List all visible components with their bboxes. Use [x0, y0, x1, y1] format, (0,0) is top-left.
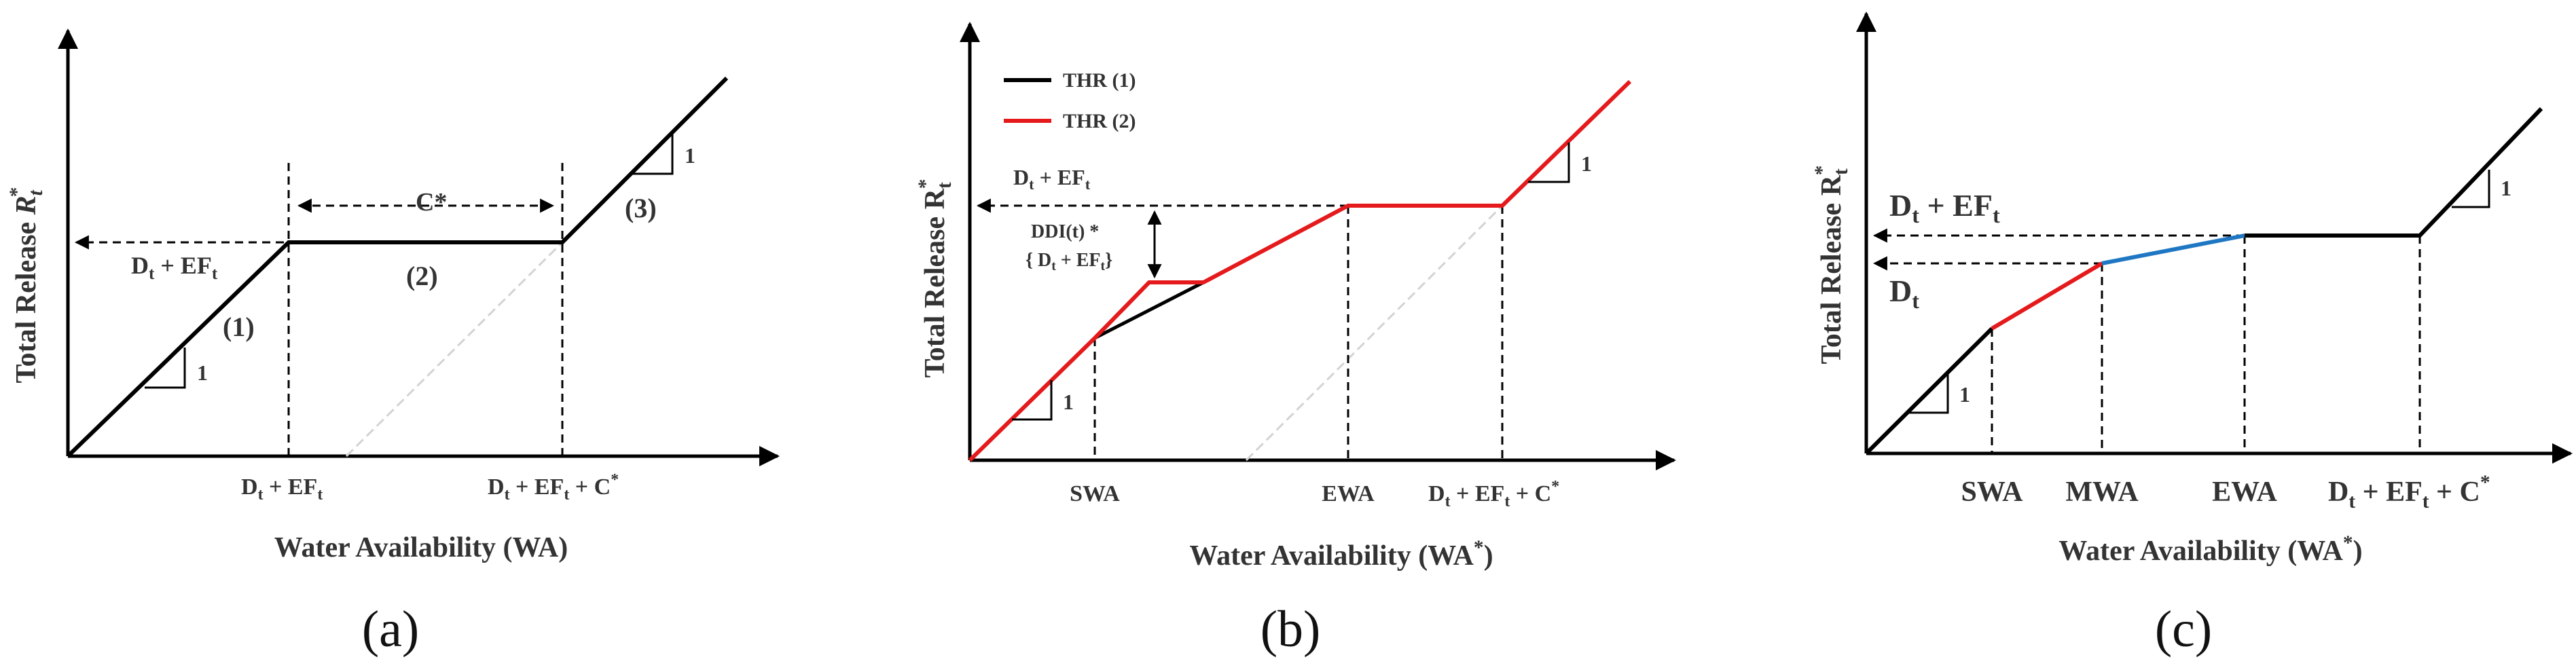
panel-b-thr2-curve [968, 79, 1632, 462]
panel-a-tick-1: Dt + EFt [241, 474, 323, 504]
panel-c-tick-capacity: Dt + EFt + C* [2328, 472, 2490, 512]
panel-c-tick-mwa: MWA [2065, 477, 2139, 508]
panel-a-c-star-label: C* [416, 188, 447, 217]
panel-b-slope-label-high: 1 [1581, 151, 1592, 176]
panel-a-slope-triangle-high [632, 133, 674, 175]
panel-c-curve-black-low [1864, 326, 1994, 455]
panel-a-reference-line [345, 241, 564, 458]
panel-a-tick-2: Dt + EFt + C* [488, 471, 619, 504]
panel-a-slope-triangle-low [145, 348, 186, 389]
panel-c-slope-label-high: 1 [2501, 176, 2511, 200]
panel-b-level-label: Dt + EFt [1013, 165, 1091, 193]
panel-c: 1 1 Dt + EFt Dt SWA MWA EWA Dt + EFt + C… [1811, 12, 2573, 658]
panel-a-caption: (a) [362, 601, 419, 658]
panel-c-tick-ewa: EWA [2212, 477, 2277, 508]
panel-c-level-label-top: Dt + EFt [1889, 188, 2000, 227]
panel-b-slope-triangle-low [1012, 380, 1053, 421]
panel-a-slope-label-high: 1 [685, 143, 695, 168]
panel-c-level-label-low: Dt [1889, 274, 1919, 313]
panel-c-tick-swa: SWA [1961, 477, 2023, 508]
panel-a-y-axis-label: Total Release Rt* [6, 187, 47, 384]
panel-b-slope-label-low: 1 [1063, 390, 1074, 414]
panel-b-x-axis-label: Water Availability (WA*) [1189, 537, 1493, 572]
panel-c-curve-red [1991, 261, 2103, 331]
panel-b-ddi-bracket: { Dt + EFt} [1026, 250, 1112, 274]
panel-b-reference-line [1245, 204, 1504, 462]
panel-b-ddi-label: DDI(t) * [1031, 221, 1099, 242]
panel-b-tick-capacity: Dt + EFt + C* [1428, 478, 1559, 510]
panel-b-y-axis-label: Total Release Rt* [915, 179, 956, 378]
panel-a-segment-3: (3) [625, 193, 657, 223]
panel-c-curve-black-high [2245, 107, 2543, 238]
panel-a-x-axis-label: Water Availability (WA) [274, 532, 568, 563]
panel-b-legend-thr2: THR (2) [1063, 110, 1136, 132]
panel-c-caption: (c) [2155, 601, 2212, 658]
panel-b: THR (1) THR (2) 1 1 Dt + EFt DDI(t) * { … [915, 22, 1676, 658]
panel-a-level-label: Dt + EFt [131, 252, 218, 283]
panel-a-slope-label-low: 1 [197, 360, 208, 385]
panel-b-thr1-curve [1093, 280, 1205, 340]
panel-a-segment-1: (1) [223, 312, 255, 342]
panel-b-slope-triangle-high [1528, 143, 1570, 183]
panel-a-release-curve [66, 76, 729, 458]
panel-a-segment-2: (2) [406, 261, 438, 291]
panel-c-slope-label-low: 1 [1959, 382, 1970, 407]
panel-c-y-axis-label: Total Release Rt* [1811, 166, 1852, 365]
panel-c-x-axis-label: Water Availability (WA*) [2058, 532, 2362, 567]
panel-c-slope-triangle-high [2452, 170, 2490, 208]
panel-a: 1 1 (1) (2) (3) C* Dt + EFt Dt + EFt Dt … [6, 29, 780, 658]
panel-c-curve-blue [2101, 234, 2245, 265]
panel-b-tick-ewa: EWA [1322, 481, 1375, 506]
panel-b-tick-swa: SWA [1070, 481, 1120, 506]
panel-c-slope-triangle-low [1908, 373, 1949, 414]
panel-b-legend-thr1: THR (1) [1063, 69, 1136, 92]
panel-b-caption: (b) [1260, 601, 1321, 658]
